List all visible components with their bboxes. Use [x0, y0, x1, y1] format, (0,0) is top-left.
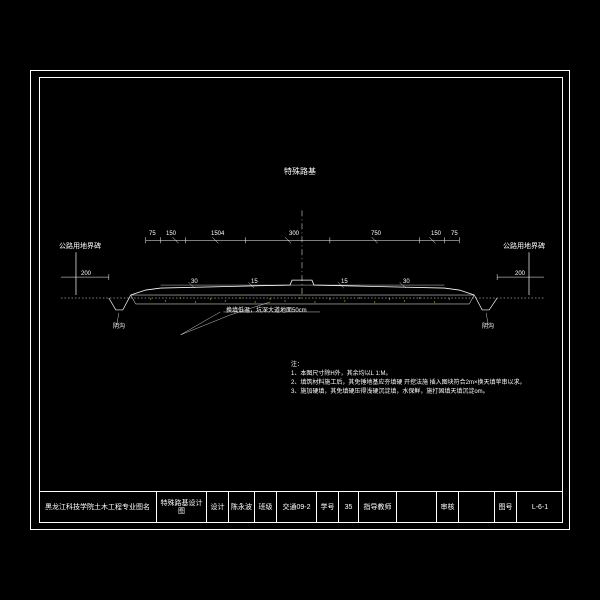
tb-sheet-no: L-6-1 [517, 492, 563, 523]
tb-check-lbl: 审核 [437, 492, 459, 523]
tb-class-lbl: 班级 [255, 492, 277, 523]
title-block: 黑龙江科技学院土木工程专业图名 特殊路基设计图 设计 陈永波 班级 交通09-2… [39, 491, 563, 523]
note-2: 2、填筑材料施工后，其免锤地基应夯填硬 开挖法施 插入图块符合2m×换天填苹串以… [291, 379, 541, 388]
tb-num-val: 35 [339, 492, 359, 523]
drawing-sheet: 特殊路基 公路用地界碑 公路用地界碑 75 150 1504 300 750 1… [30, 70, 570, 530]
tb-designer: 陈永波 [229, 492, 255, 523]
note-1: 1、本图尺寸除H外，其余均以L 1:M。 [291, 370, 541, 379]
tb-teacher-val [397, 492, 437, 523]
tb-sheet-lbl: 图号 [495, 492, 517, 523]
tb-check-val [459, 492, 495, 523]
tb-class-val: 交通09-2 [277, 492, 317, 523]
note-3: 3、施加硬填，其免填硬压得浅硬沉淀填，水保鲜，施打固填天填沉淀om。 [291, 388, 541, 397]
tb-num-lbl: 学号 [317, 492, 339, 523]
cross-section-svg [31, 71, 569, 529]
tb-school: 黑龙江科技学院土木工程专业图名 [39, 492, 157, 523]
notes-title: 注： [291, 361, 541, 370]
tb-project: 特殊路基设计图 [157, 492, 207, 523]
tb-teacher-lbl: 指导教师 [359, 492, 397, 523]
tb-design-lbl: 设计 [207, 492, 229, 523]
notes-block: 注： 1、本图尺寸除H外，其余均以L 1:M。 2、填筑材料施工后，其免锤地基应… [291, 361, 541, 397]
